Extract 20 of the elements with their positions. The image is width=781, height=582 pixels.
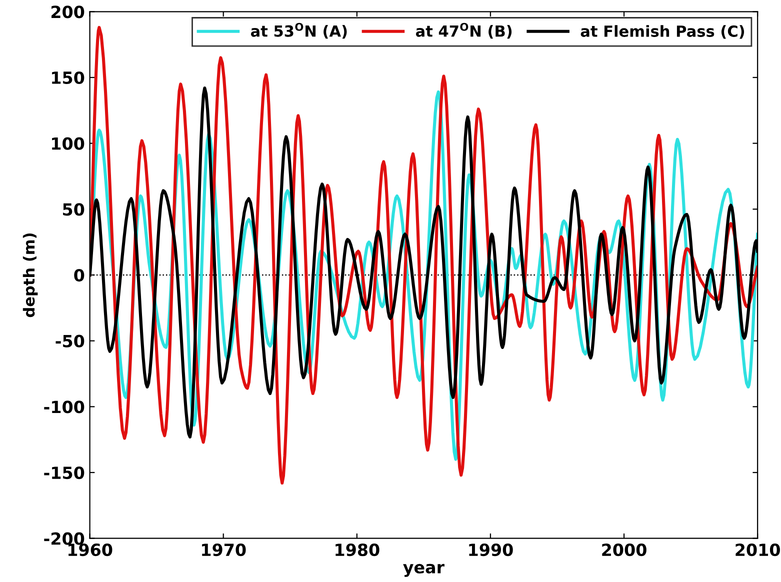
legend-label: at 53$^{O}$N (A) (250, 22, 347, 39)
x-tick-label: 2000 (602, 544, 646, 556)
y-tick-label: 50 (63, 203, 84, 216)
y-tick-label: -100 (44, 400, 84, 414)
y-tick-label: 0 (74, 268, 84, 282)
y-tick-label: 100 (52, 137, 84, 150)
x-tick-label: 1990 (469, 544, 513, 556)
y-tick-label: 200 (51, 6, 84, 18)
x-axis-title: year (403, 564, 444, 577)
x-tick-label: 1960 (68, 544, 112, 556)
y-axis-title: depth (m) (22, 234, 38, 318)
x-tick-label: 1970 (202, 544, 246, 556)
y-tick-label: 150 (52, 71, 84, 84)
y-tick-label: -200 (44, 532, 84, 545)
y-tick-label: -50 (56, 334, 84, 348)
legend-label: at Flemish Pass (C) (580, 25, 744, 39)
x-tick-label: 1980 (336, 544, 380, 556)
x-tick-label: 2010 (736, 544, 780, 556)
y-tick-label: -150 (44, 466, 84, 480)
legend-label: at 47$^{O}$N (B) (416, 22, 512, 39)
